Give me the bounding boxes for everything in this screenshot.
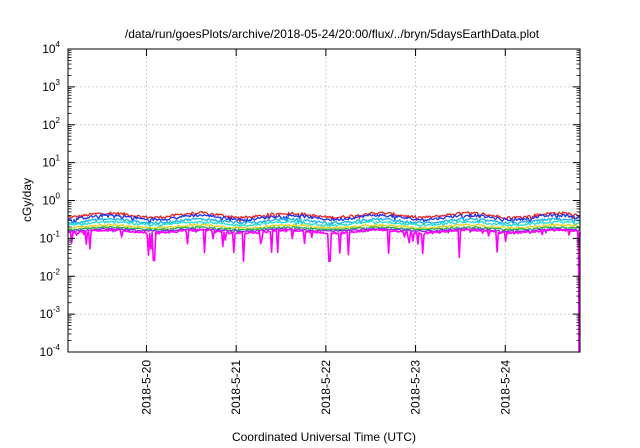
- series-line: [67, 211, 581, 223]
- x-axis: 2018-5-20 2018-5-21 2018-5-22 2018-5-23 2018…: [139, 49, 512, 415]
- y-tick-label: 10-3: [40, 305, 61, 321]
- y-tick-label: 102: [42, 116, 60, 132]
- y-tick-label: 10-2: [40, 267, 61, 283]
- x-tick-label: 2018-5-22: [319, 360, 333, 415]
- series-line: [67, 220, 581, 230]
- y-tick-label: 103: [42, 78, 60, 94]
- x-axis-label: Coordinated Universal Time (UTC): [232, 430, 416, 444]
- data-series: [67, 211, 581, 353]
- y-tick-label: 104: [42, 40, 60, 56]
- y-axis: 10-4 10-3 10-2 10-1 100 101 102 103 104: [40, 40, 580, 359]
- chart-title: /data/run/goesPlots/archive/2018-05-24/2…: [125, 27, 540, 41]
- x-tick-label: 2018-5-23: [409, 360, 423, 415]
- y-tick-label: 10-4: [40, 343, 61, 359]
- y-axis-label: cGy/day: [20, 178, 34, 222]
- y-tick-label: 100: [42, 192, 60, 208]
- y-tick-label: 101: [42, 154, 60, 170]
- x-tick-label: 2018-5-24: [498, 360, 512, 415]
- grid-lines: [68, 49, 580, 352]
- y-tick-label: 10-1: [40, 229, 61, 245]
- series-line: [67, 228, 581, 353]
- series-line: [68, 223, 581, 232]
- x-tick-label: 2018-5-20: [139, 360, 153, 415]
- series-line: [67, 227, 581, 235]
- series-line: [67, 213, 581, 225]
- x-tick-label: 2018-5-21: [229, 360, 243, 415]
